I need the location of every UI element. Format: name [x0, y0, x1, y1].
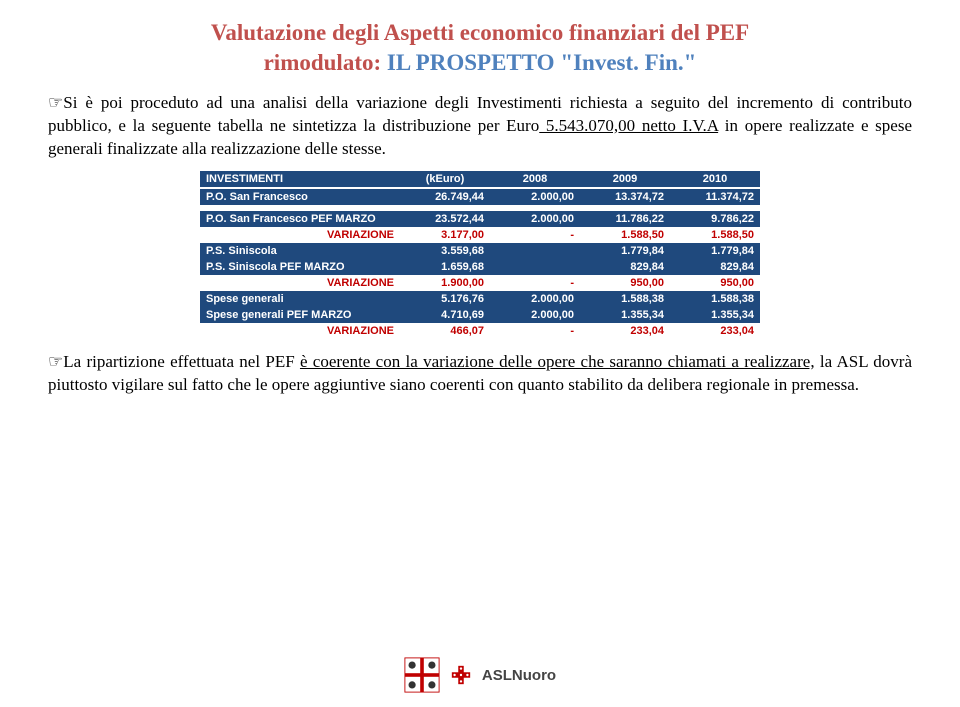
- cell: -: [490, 323, 580, 339]
- footer: ASLNuoro: [0, 657, 960, 693]
- cell: P.S. Siniscola: [200, 243, 400, 259]
- cell: VARIAZIONE: [200, 227, 400, 243]
- cell: 11.374,72: [670, 188, 760, 205]
- cell: 1.355,34: [670, 307, 760, 323]
- table-row: P.S. Siniscola PEF MARZO1.659,68 829,8482…: [200, 259, 760, 275]
- table-row: VARIAZIONE466,07-233,04233,04: [200, 323, 760, 339]
- cell: 2.000,00: [490, 307, 580, 323]
- cell: 466,07: [400, 323, 490, 339]
- cell: 11.786,22: [580, 211, 670, 227]
- cell: 233,04: [670, 323, 760, 339]
- table-header-row: INVESTIMENTI (kEuro) 2008 2009 2010: [200, 171, 760, 188]
- cell: 4.710,69: [400, 307, 490, 323]
- cell: P.S. Siniscola PEF MARZO: [200, 259, 400, 275]
- para1-underline: 5.543.070,00 netto I.V.A: [539, 116, 718, 135]
- paragraph-1: ☞Si è poi proceduto ad una analisi della…: [48, 92, 912, 161]
- cell: [490, 243, 580, 259]
- title-line2a: rimodulato:: [264, 50, 382, 75]
- cell: 1.355,34: [580, 307, 670, 323]
- investment-table: INVESTIMENTI (kEuro) 2008 2009 2010 P.O.…: [200, 171, 760, 339]
- cell: 1.779,84: [580, 243, 670, 259]
- cell: 1.900,00: [400, 275, 490, 291]
- cell: VARIAZIONE: [200, 323, 400, 339]
- table-row: VARIAZIONE3.177,00-1.588,501.588,50: [200, 227, 760, 243]
- cell: Spese generali PEF MARZO: [200, 307, 400, 323]
- table-row: VARIAZIONE1.900,00-950,00950,00: [200, 275, 760, 291]
- para2-text1: La ripartizione effettuata nel PEF: [63, 352, 300, 371]
- cell: 1.779,84: [670, 243, 760, 259]
- table-row: Spese generali PEF MARZO4.710,692.000,00…: [200, 307, 760, 323]
- cell: 26.749,44: [400, 188, 490, 205]
- cell: 233,04: [580, 323, 670, 339]
- th-2010: 2010: [670, 171, 760, 188]
- cell: 5.176,76: [400, 291, 490, 307]
- cell: 950,00: [580, 275, 670, 291]
- title-line1: Valutazione degli Aspetti economico fina…: [211, 20, 749, 45]
- cell: 1.588,50: [580, 227, 670, 243]
- table-row: Spese generali5.176,762.000,001.588,381.…: [200, 291, 760, 307]
- pointer-icon: ☞: [48, 352, 63, 371]
- cell: VARIAZIONE: [200, 275, 400, 291]
- cell: Spese generali: [200, 291, 400, 307]
- paragraph-2: ☞La ripartizione effettuata nel PEF è co…: [48, 351, 912, 397]
- cell: 2.000,00: [490, 188, 580, 205]
- table-row: P.O. San Francesco26.749,442.000,0013.37…: [200, 188, 760, 205]
- pointer-icon: ☞: [48, 93, 63, 112]
- cell: 829,84: [580, 259, 670, 275]
- table-row: P.O. San Francesco PEF MARZO23.572,442.0…: [200, 211, 760, 227]
- cell: -: [490, 275, 580, 291]
- cell: P.O. San Francesco: [200, 188, 400, 205]
- sardinia-emblem-icon: [404, 657, 440, 693]
- th-label: INVESTIMENTI: [200, 171, 400, 188]
- cell: [490, 259, 580, 275]
- th-2008: 2008: [490, 171, 580, 188]
- cell: 1.588,38: [580, 291, 670, 307]
- para2-underline: è coerente con la variazione delle opere…: [300, 352, 815, 371]
- cell: -: [490, 227, 580, 243]
- th-unit: (kEuro): [400, 171, 490, 188]
- cell: 1.588,50: [670, 227, 760, 243]
- cell: 1.659,68: [400, 259, 490, 275]
- page-title: Valutazione degli Aspetti economico fina…: [48, 18, 912, 78]
- cell: 2.000,00: [490, 291, 580, 307]
- footer-brand: ASLNuoro: [482, 667, 556, 684]
- cell: 829,84: [670, 259, 760, 275]
- cell: 9.786,22: [670, 211, 760, 227]
- cell: P.O. San Francesco PEF MARZO: [200, 211, 400, 227]
- th-2009: 2009: [580, 171, 670, 188]
- plus-logo-icon: [450, 664, 472, 686]
- cell: 950,00: [670, 275, 760, 291]
- cell: 1.588,38: [670, 291, 760, 307]
- cell: 3.177,00: [400, 227, 490, 243]
- cell: 2.000,00: [490, 211, 580, 227]
- title-line2b: IL PROSPETTO "Invest. Fin.": [381, 50, 696, 75]
- table-row: P.S. Siniscola3.559,68 1.779,841.779,84: [200, 243, 760, 259]
- cell: 13.374,72: [580, 188, 670, 205]
- cell: 3.559,68: [400, 243, 490, 259]
- cell: 23.572,44: [400, 211, 490, 227]
